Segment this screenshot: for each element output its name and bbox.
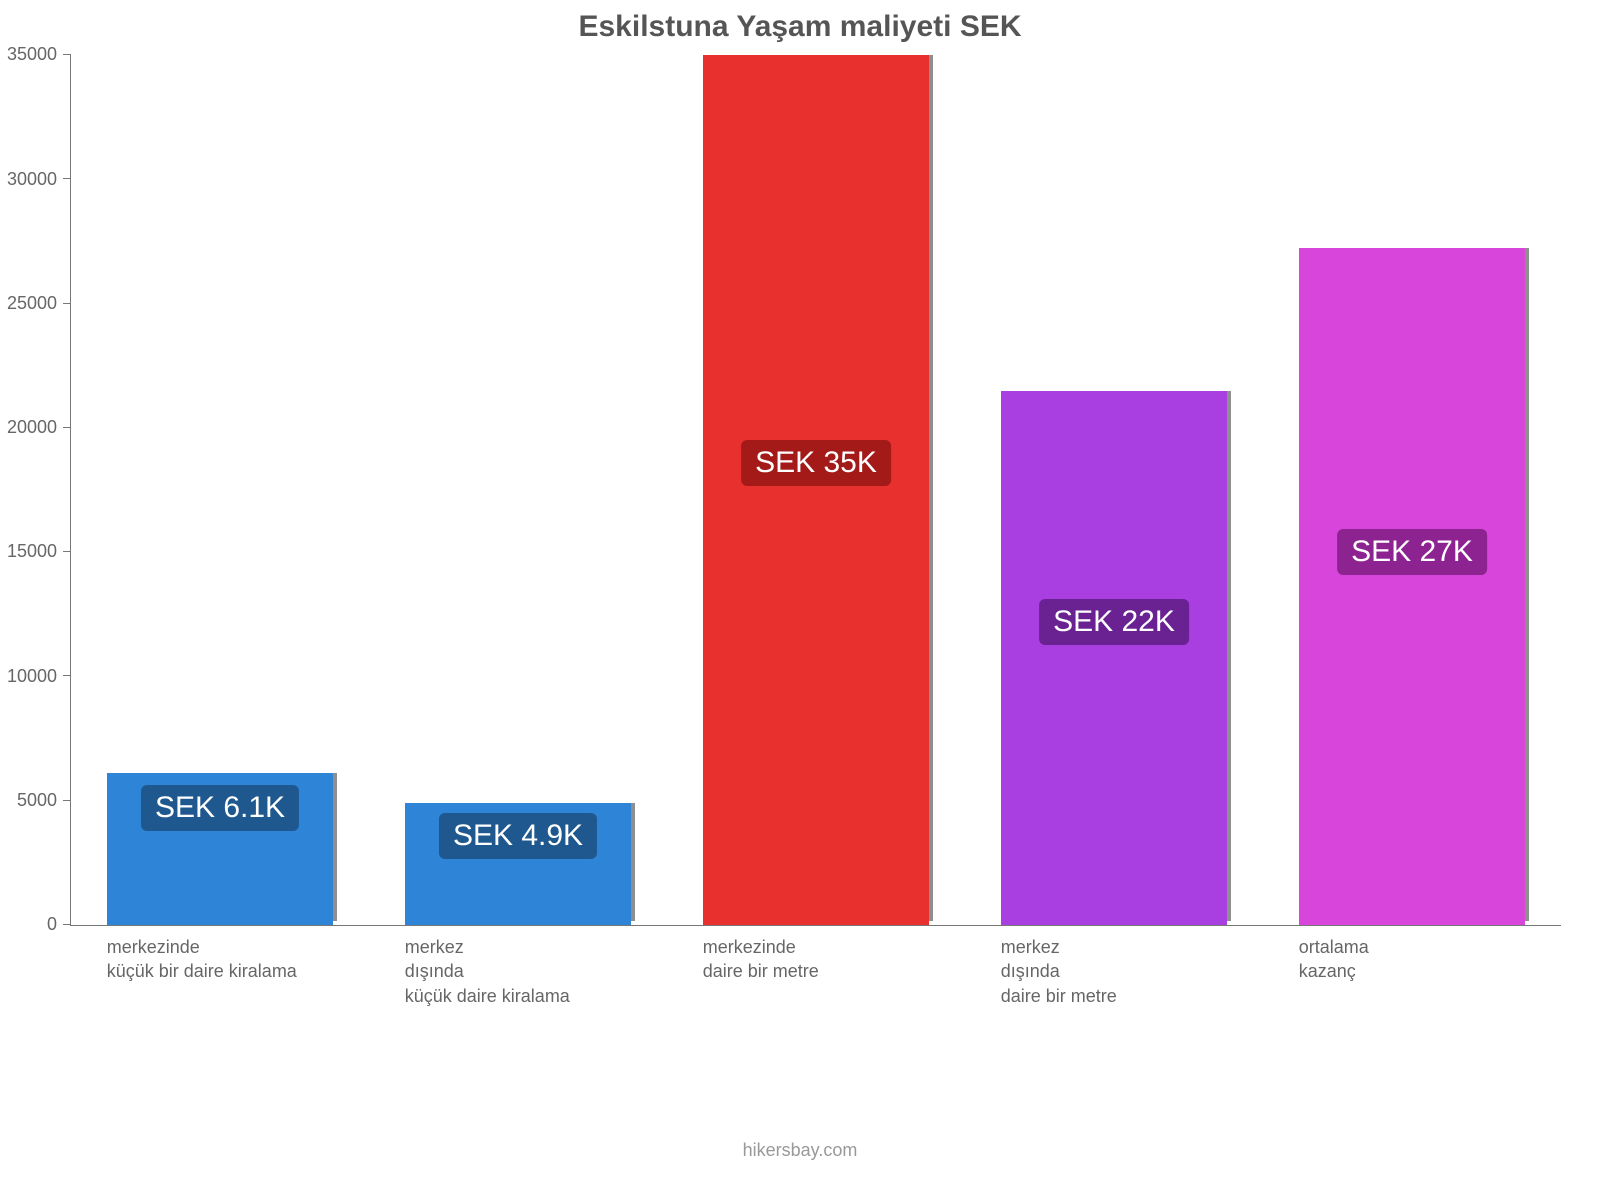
y-tick-label: 35000 [7, 44, 57, 65]
y-tick-mark [63, 551, 71, 552]
x-axis-label: merkez dışında küçük daire kiralama [405, 935, 570, 1008]
bar-data-label: SEK 27K [1337, 529, 1487, 575]
x-axis-label: merkez dışında daire bir metre [1001, 935, 1117, 1008]
credit-text: hikersbay.com [0, 1140, 1600, 1161]
y-tick-label: 10000 [7, 666, 57, 687]
y-tick-mark [63, 427, 71, 428]
y-tick-mark [63, 178, 71, 179]
y-tick-mark [63, 675, 71, 676]
chart-container: Eskilstuna Yaşam maliyeti SEK 0500010000… [0, 0, 1600, 1200]
y-tick-mark [63, 54, 71, 55]
bar-data-label: SEK 6.1K [141, 785, 299, 831]
y-tick-label: 15000 [7, 541, 57, 562]
bar-data-label: SEK 4.9K [439, 813, 597, 859]
y-tick-label: 5000 [17, 790, 57, 811]
plot-area: 05000100001500020000250003000035000SEK 6… [70, 55, 1561, 926]
chart-title: Eskilstuna Yaşam maliyeti SEK [0, 10, 1600, 44]
y-tick-mark [63, 924, 71, 925]
y-tick-mark [63, 800, 71, 801]
y-tick-label: 20000 [7, 417, 57, 438]
y-tick-label: 0 [47, 914, 57, 935]
y-tick-label: 25000 [7, 293, 57, 314]
x-axis-label: merkezinde daire bir metre [703, 935, 819, 984]
bar-data-label: SEK 35K [741, 440, 891, 486]
bar [703, 55, 929, 925]
x-axis-label: merkezinde küçük bir daire kiralama [107, 935, 297, 984]
bar [1299, 248, 1525, 925]
x-axis-label: ortalama kazanç [1299, 935, 1369, 984]
bar [1001, 391, 1227, 925]
y-tick-mark [63, 303, 71, 304]
bar-data-label: SEK 22K [1039, 599, 1189, 645]
y-tick-label: 30000 [7, 169, 57, 190]
